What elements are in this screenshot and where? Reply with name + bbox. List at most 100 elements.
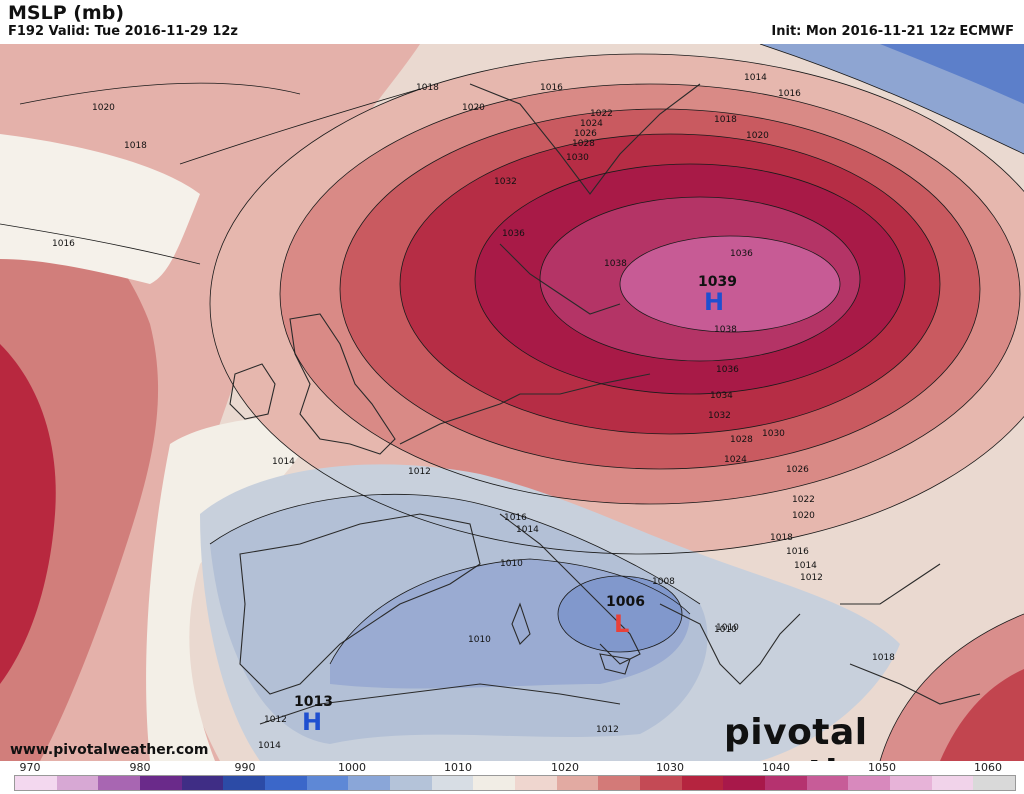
isobar-label: 1016 — [52, 239, 75, 249]
isobar-label: 1012 — [800, 573, 823, 583]
colorbar-swatch — [848, 776, 891, 790]
low-pressure-northeast-core — [880, 44, 1024, 104]
colorbar-swatch — [265, 776, 307, 790]
black-sea-coast — [840, 563, 941, 605]
isobar-label: 1010 — [468, 635, 491, 645]
map-canvas: 1020 1018 1016 1018 1016 1020 1014 1016 … — [0, 44, 1024, 761]
isobar-label: 1016 — [786, 547, 809, 557]
isobar-label: 1032 — [494, 177, 517, 187]
colorbar-label: 990 — [234, 761, 256, 774]
colorbar-swatch — [556, 776, 599, 790]
colorbar-swatch — [15, 776, 57, 790]
isobar-label: 1022 — [792, 495, 815, 505]
isobar-label: 1014 — [744, 73, 767, 83]
isobar-lines — [0, 44, 1024, 761]
isobar-label: 1028 — [572, 139, 595, 149]
low-center-marker: L — [614, 610, 629, 638]
isobar-label: 1024 — [580, 119, 603, 129]
isobar-label: 1038 — [604, 259, 627, 269]
colorbar-label: 1050 — [868, 761, 896, 774]
colorbar-swatch — [515, 776, 557, 790]
init-time: Init: Mon 2016-11-21 12z ECMWF — [771, 24, 1014, 39]
low-pressure-core — [558, 576, 682, 652]
website-link[interactable]: www.pivotalweather.com — [10, 742, 209, 758]
colorbar-swatch — [306, 776, 349, 790]
colorbar-swatch — [473, 776, 516, 790]
colorbar-swatch — [98, 776, 141, 790]
colorbar-label: 970 — [19, 761, 41, 774]
isobar-label: 1018 — [770, 533, 793, 543]
ireland-coast — [229, 363, 276, 420]
isobar-label: 1016 — [504, 513, 527, 523]
colorbar-swatch — [140, 776, 182, 790]
colorbar-swatch — [681, 776, 724, 790]
colorbar-swatch — [223, 776, 266, 790]
colorbar-label: 1030 — [656, 761, 684, 774]
isobar-label-group: 1020 1018 1016 1018 1016 1020 1014 1016 … — [52, 73, 895, 751]
isobar-label: 1010 — [500, 559, 523, 569]
isobar-label: 1036 — [716, 365, 739, 375]
isobar-label: 1018 — [416, 83, 439, 93]
isobar-label: 1010 — [714, 625, 737, 635]
colorbar-swatch — [890, 776, 932, 790]
colorbar-swatch — [931, 776, 974, 790]
isobar-label: 1030 — [762, 429, 785, 439]
isobar-label: 1016 — [540, 83, 563, 93]
corsica-sardinia-coast — [511, 602, 531, 645]
colorbar-swatch — [973, 776, 1016, 790]
colorbar-swatch — [56, 776, 99, 790]
isobar-label: 1018 — [124, 141, 147, 151]
colorbar-label: 1000 — [338, 761, 366, 774]
isobar-label: 1026 — [574, 129, 597, 139]
isobar-label: 1022 — [590, 109, 613, 119]
anatolia-coast — [849, 663, 981, 705]
colorbar-swatch — [765, 776, 807, 790]
isobar-label: 1020 — [792, 511, 815, 521]
colorbar-label: 1020 — [551, 761, 579, 774]
colorbar: 970 980 990 1000 1010 1020 1030 1040 105… — [0, 761, 1024, 791]
high-center-value: 1039 — [698, 274, 737, 290]
high-pressure-southeast-core — [940, 669, 1024, 761]
isobar-label: 1018 — [714, 115, 737, 125]
isobar-label: 1014 — [272, 457, 295, 467]
isobar-label: 1030 — [566, 153, 589, 163]
colorbar-label: 1060 — [974, 761, 1002, 774]
high-center-marker: H — [302, 708, 322, 736]
great-britain-coast — [289, 313, 396, 455]
isobar-label: 1010 — [716, 623, 739, 633]
colorbar-swatch — [431, 776, 474, 790]
colorbar-swatch — [348, 776, 391, 790]
isobar-label: 1016 — [778, 89, 801, 99]
high-center-marker: H — [704, 288, 724, 316]
high-pressure-core — [620, 236, 840, 332]
pressure-centers: 1039 H 1006 L 1013 H — [294, 274, 737, 736]
colorbar-swatch — [181, 776, 224, 790]
colorbar-swatch — [598, 776, 641, 790]
balkans-coast — [659, 603, 801, 685]
isobar-label: 1008 — [652, 577, 675, 587]
colorbar-label: 980 — [129, 761, 151, 774]
isobar-label: 1032 — [708, 411, 731, 421]
colorbar-swatches — [14, 775, 1016, 791]
isobar-label: 1014 — [516, 525, 539, 535]
valid-time: F192 Valid: Tue 2016-11-29 12z — [8, 24, 238, 39]
colorbar-swatch — [806, 776, 849, 790]
isobar-label: 1038 — [714, 325, 737, 335]
mslp-map: 1020 1018 1016 1018 1016 1020 1014 1016 … — [0, 44, 1024, 761]
isobar-label: 1012 — [596, 725, 619, 735]
colorbar-swatch — [723, 776, 766, 790]
pale-region-atlantic — [146, 415, 320, 761]
high-pressure-core-west — [0, 344, 56, 684]
isobar-label: 1036 — [502, 229, 525, 239]
header: MSLP (mb) F192 Valid: Tue 2016-11-29 12z… — [0, 0, 1024, 44]
isobar-label: 1012 — [408, 467, 431, 477]
isobar-label: 1014 — [794, 561, 817, 571]
baltic-coast — [499, 243, 621, 315]
isobar-label: 1036 — [730, 249, 753, 259]
isobar-label: 1034 — [710, 391, 733, 401]
north-africa-coast — [259, 683, 621, 725]
map-title: MSLP (mb) — [8, 2, 125, 24]
high-center-value: 1013 — [294, 694, 333, 710]
isobar-label: 1024 — [724, 455, 747, 465]
isobar-label: 1020 — [92, 103, 115, 113]
